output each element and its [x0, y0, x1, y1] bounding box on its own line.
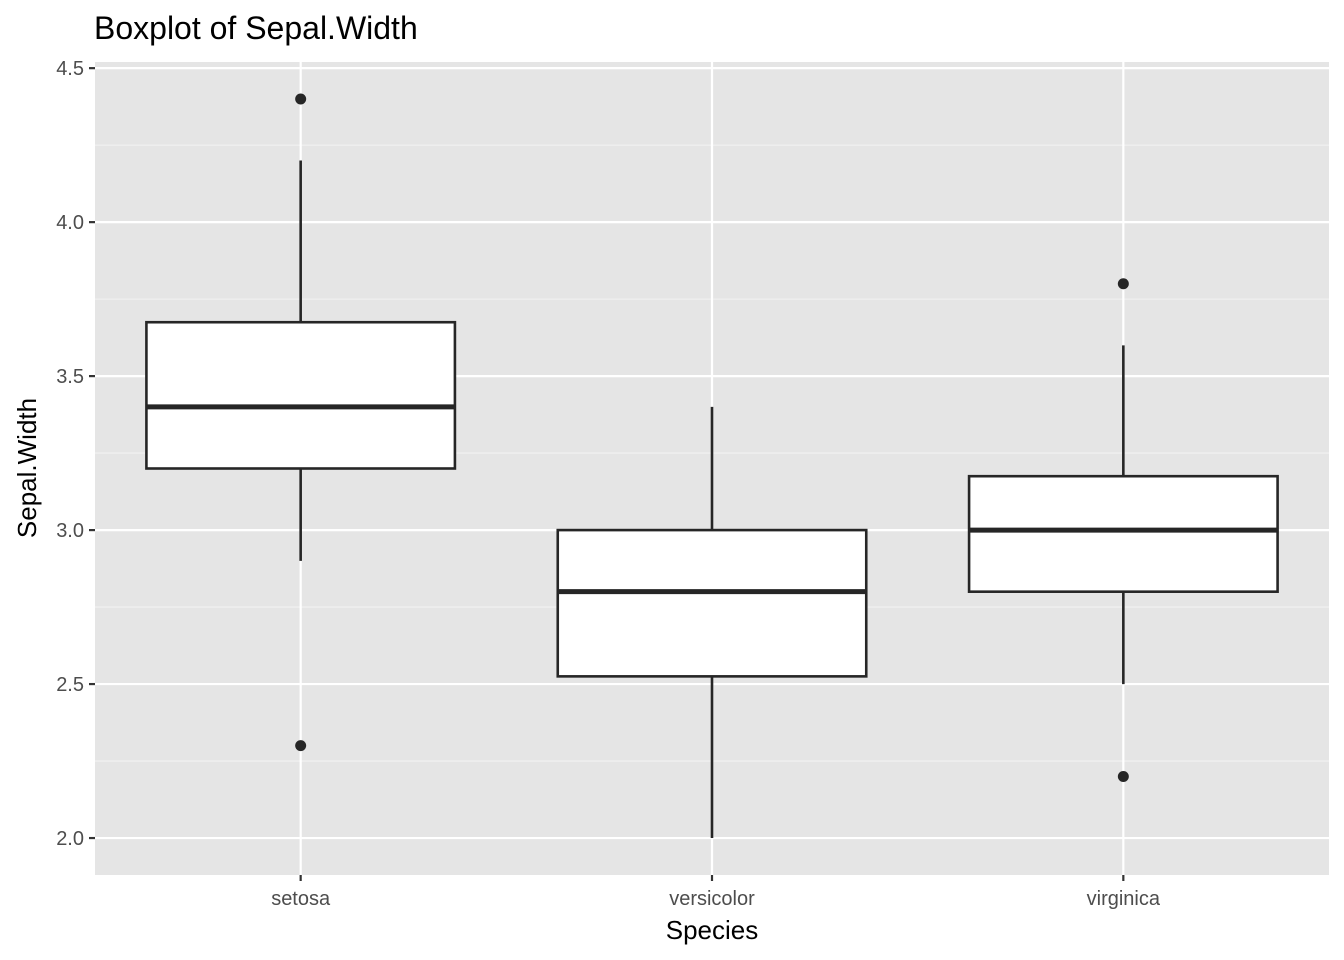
box-versicolor — [556, 406, 868, 839]
box-virginica — [967, 278, 1279, 782]
outlier-point — [295, 740, 307, 752]
x-tick-label: virginica — [1087, 888, 1161, 910]
outlier-point — [295, 93, 307, 105]
box-iqr — [967, 474, 1279, 593]
y-axis: 2.0 2.5 3.0 3.5 4.0 4.5 — [56, 58, 95, 850]
y-tick-label: 2.0 — [56, 828, 84, 850]
y-tick-label: 4.0 — [56, 212, 84, 234]
outlier-point — [1117, 278, 1129, 290]
x-axis: setosa versicolor virginica — [271, 875, 1161, 910]
chart-title: Boxplot of Sepal.Width — [94, 10, 418, 46]
x-tick-label: setosa — [271, 888, 331, 910]
y-tick-label: 2.5 — [56, 674, 84, 696]
y-tick-label: 3.0 — [56, 520, 84, 542]
y-tick-label: 4.5 — [56, 58, 84, 80]
y-tick-label: 3.5 — [56, 366, 84, 388]
x-tick-label: versicolor — [669, 888, 755, 910]
box-setosa — [145, 93, 457, 752]
boxes-layer — [145, 93, 1279, 839]
x-axis-title: Species — [666, 915, 759, 945]
outlier-point — [1117, 770, 1129, 782]
box-iqr — [556, 528, 868, 678]
y-axis-title: Sepal.Width — [12, 398, 42, 538]
box-iqr — [145, 320, 457, 470]
